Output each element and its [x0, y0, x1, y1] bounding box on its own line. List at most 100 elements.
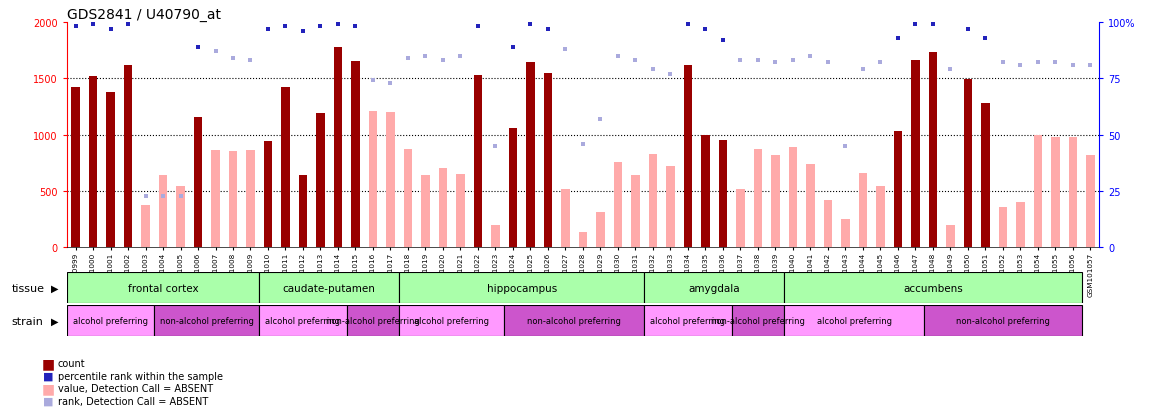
Text: ■: ■: [43, 371, 54, 381]
Bar: [561, 189, 570, 248]
Bar: [106, 93, 115, 248]
Bar: [1034, 135, 1043, 248]
Bar: [386, 113, 395, 248]
Point: [993, 60, 1012, 66]
Bar: [963, 80, 973, 248]
Point: [573, 141, 592, 147]
Bar: [298, 176, 307, 248]
Point: [417, 53, 435, 60]
Point: [206, 49, 224, 55]
Bar: [718, 141, 727, 248]
Text: alcohol preferring: alcohol preferring: [414, 317, 489, 325]
Point: [1064, 62, 1082, 69]
Bar: [999, 207, 1007, 248]
Point: [521, 21, 540, 28]
Point: [609, 53, 627, 60]
Point: [749, 58, 768, 64]
Bar: [259, 306, 346, 337]
Text: non-alcohol preferring: non-alcohol preferring: [326, 317, 420, 325]
Point: [679, 21, 698, 28]
Point: [1046, 60, 1065, 66]
Point: [468, 24, 487, 31]
Bar: [456, 175, 465, 248]
Text: ■: ■: [41, 356, 55, 370]
Bar: [526, 63, 535, 248]
Point: [259, 26, 277, 33]
Point: [854, 66, 872, 73]
Bar: [771, 156, 780, 248]
Text: non-alcohol preferring: non-alcohol preferring: [956, 317, 1050, 325]
Text: value, Detection Call = ABSENT: value, Detection Call = ABSENT: [58, 383, 213, 393]
Text: alcohol preferring: alcohol preferring: [73, 317, 148, 325]
Point: [959, 26, 977, 33]
Bar: [67, 273, 259, 304]
Point: [784, 58, 802, 64]
Bar: [229, 152, 237, 248]
Point: [101, 26, 120, 33]
Bar: [404, 150, 412, 248]
Point: [346, 24, 365, 31]
Bar: [684, 66, 693, 248]
Point: [381, 80, 399, 87]
Bar: [491, 225, 500, 248]
Point: [696, 26, 715, 33]
Bar: [1016, 203, 1024, 248]
Text: caudate-putamen: caudate-putamen: [283, 283, 375, 293]
Bar: [67, 306, 154, 337]
Text: ■: ■: [43, 396, 54, 406]
Bar: [1068, 138, 1077, 248]
Bar: [281, 88, 290, 248]
Point: [242, 58, 260, 64]
Bar: [666, 167, 674, 248]
Bar: [123, 66, 132, 248]
Point: [1081, 62, 1099, 69]
Point: [67, 24, 85, 31]
Point: [767, 60, 785, 66]
Text: non-alcohol preferring: non-alcohol preferring: [527, 317, 622, 325]
Point: [976, 35, 994, 42]
Bar: [439, 169, 448, 248]
Bar: [1087, 156, 1095, 248]
Bar: [784, 306, 924, 337]
Bar: [346, 306, 399, 337]
Text: frontal cortex: frontal cortex: [128, 283, 198, 293]
Bar: [613, 162, 623, 248]
Point: [154, 193, 173, 199]
Point: [556, 46, 574, 53]
Text: alcohol preferring: alcohol preferring: [650, 317, 725, 325]
Bar: [211, 151, 220, 248]
Point: [731, 58, 749, 64]
Text: amygdala: amygdala: [688, 283, 740, 293]
Bar: [142, 205, 150, 248]
Text: count: count: [58, 358, 85, 368]
Bar: [399, 306, 504, 337]
Bar: [421, 175, 429, 248]
Bar: [806, 164, 815, 248]
Point: [818, 60, 837, 66]
Bar: [368, 112, 378, 248]
Bar: [579, 232, 587, 248]
Bar: [732, 306, 784, 337]
Point: [626, 58, 645, 64]
Point: [1012, 62, 1030, 69]
Point: [643, 66, 662, 73]
Bar: [784, 273, 1082, 304]
Bar: [841, 220, 849, 248]
Point: [171, 193, 190, 199]
Bar: [754, 150, 762, 248]
Bar: [649, 154, 657, 248]
Text: rank, Detection Call = ABSENT: rank, Detection Call = ABSENT: [58, 396, 208, 406]
Text: hippocampus: hippocampus: [487, 283, 557, 293]
Text: percentile rank within the sample: percentile rank within the sample: [58, 371, 222, 381]
Bar: [924, 306, 1082, 337]
Bar: [737, 189, 745, 248]
Bar: [929, 53, 937, 248]
Bar: [473, 76, 482, 248]
Point: [119, 21, 137, 28]
Point: [311, 24, 329, 31]
Bar: [89, 77, 98, 248]
Text: ▶: ▶: [51, 316, 59, 326]
Bar: [509, 128, 517, 248]
Bar: [351, 62, 360, 248]
Bar: [596, 213, 605, 248]
